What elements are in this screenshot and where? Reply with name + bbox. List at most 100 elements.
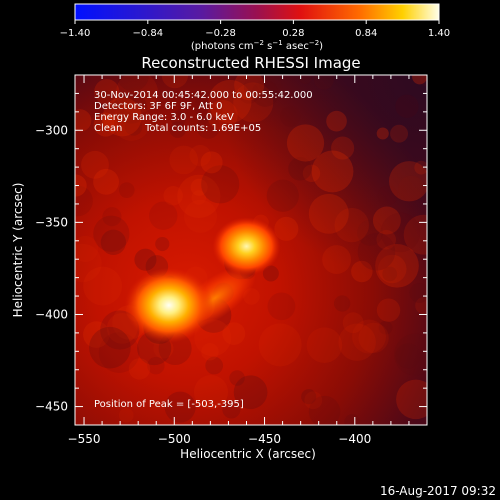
texture-blob xyxy=(75,235,99,263)
texture-blob xyxy=(169,145,199,175)
texture-blob xyxy=(331,136,355,160)
x-tick-label: −500 xyxy=(158,432,191,446)
sources xyxy=(124,217,281,343)
texture-blob xyxy=(201,165,240,204)
texture-blob xyxy=(83,321,110,348)
annotation-method: Clean xyxy=(94,123,122,134)
texture-blob xyxy=(93,215,130,252)
texture-blob xyxy=(415,297,427,315)
footer-date: 16-Aug-2017 09:32 xyxy=(380,484,496,498)
texture-blob xyxy=(266,179,299,212)
y-tick-label: −400 xyxy=(35,307,68,321)
colorbar-tick-label: −0.28 xyxy=(205,28,236,39)
texture-blob xyxy=(190,178,208,196)
texture-blob xyxy=(243,75,269,100)
texture-blob xyxy=(380,212,421,253)
texture-blob xyxy=(376,229,396,250)
texture-blob xyxy=(193,375,229,410)
texture-blob xyxy=(382,266,398,282)
texture-blob xyxy=(118,182,135,198)
texture-blob xyxy=(306,327,343,363)
texture-blob xyxy=(207,99,238,131)
image-texture xyxy=(75,75,427,425)
texture-blob xyxy=(102,97,142,137)
texture-blob xyxy=(358,322,389,353)
colorbar-ticks: −1.40 −0.84 −0.28 0.28 0.84 1.40 xyxy=(60,20,450,39)
texture-blob xyxy=(375,243,419,288)
texture-blob xyxy=(342,312,364,334)
emission-source xyxy=(212,217,281,276)
y-tick-label: −450 xyxy=(35,400,68,414)
annotation-time: 30-Nov-2014 00:45:42.000 to 00:55:42.000 xyxy=(94,90,313,101)
texture-blob xyxy=(116,92,148,124)
texture-blob xyxy=(234,75,265,101)
texture-blob xyxy=(75,243,102,283)
texture-blob xyxy=(222,400,241,419)
texture-blob xyxy=(396,379,427,420)
texture-blob xyxy=(338,323,376,361)
texture-blob xyxy=(149,201,178,230)
texture-blob xyxy=(377,185,398,206)
texture-blob xyxy=(177,94,212,129)
texture-blob xyxy=(116,75,159,114)
texture-blob xyxy=(75,174,87,197)
texture-blob xyxy=(258,323,302,367)
colorbar-tick-label: −1.40 xyxy=(60,28,91,39)
texture-blob xyxy=(112,102,151,141)
texture-blob xyxy=(116,75,149,92)
texture-blob xyxy=(205,356,224,375)
texture-blob xyxy=(75,109,92,132)
texture-blob xyxy=(98,332,140,373)
texture-blob xyxy=(124,118,143,136)
texture-blob xyxy=(304,391,323,410)
texture-blob xyxy=(302,164,321,183)
y-tick-label: −350 xyxy=(35,215,68,229)
colorbar xyxy=(75,4,439,20)
texture-blob xyxy=(398,175,425,202)
texture-blob xyxy=(201,343,219,361)
texture-blob xyxy=(372,206,401,235)
texture-blob xyxy=(420,75,427,87)
texture-blob xyxy=(128,358,151,380)
texture-blob xyxy=(322,245,352,274)
texture-blob xyxy=(412,75,427,85)
texture-blob xyxy=(274,216,299,241)
texture-blob xyxy=(334,207,369,243)
colorbar-unit-label: (photons cm−2 s−1 asec−2) xyxy=(191,39,323,52)
axis-ticks: −550 −500 −450 −400 −450 −400 −350 −300 xyxy=(35,74,428,446)
texture-blob xyxy=(333,295,351,312)
texture-blob xyxy=(177,174,221,219)
texture-blob xyxy=(299,75,312,84)
texture-blob xyxy=(395,343,421,369)
texture-blob xyxy=(163,186,183,206)
texture-blob xyxy=(81,150,109,179)
texture-blob xyxy=(153,338,174,359)
texture-blob xyxy=(101,115,115,129)
texture-blob xyxy=(326,110,347,132)
annotation-detectors: Detectors: 3F 6F 9F, Att 0 xyxy=(94,101,222,112)
texture-blob xyxy=(200,151,223,174)
texture-blob xyxy=(394,333,427,376)
texture-blob xyxy=(286,124,325,162)
texture-blob xyxy=(102,207,122,227)
texture-blob xyxy=(229,370,245,386)
texture-blob xyxy=(403,214,427,255)
texture-blob xyxy=(161,75,189,89)
texture-blob xyxy=(233,82,274,123)
y-axis-label: Heliocentric Y (arcsec) xyxy=(11,183,25,318)
x-tick-label: −400 xyxy=(338,432,371,446)
texture-blob xyxy=(95,89,114,108)
texture-blob xyxy=(191,190,207,205)
texture-blob xyxy=(93,112,118,137)
texture-blob xyxy=(118,408,134,423)
colorbar-tick-label: 1.40 xyxy=(428,28,450,39)
texture-blob xyxy=(288,157,312,181)
texture-blob xyxy=(378,320,393,335)
texture-blob xyxy=(155,236,170,252)
x-axis-label: Heliocentric X (arcsec) xyxy=(180,447,316,461)
chart-title: Reconstructed RHESSI Image xyxy=(141,54,360,72)
texture-blob xyxy=(164,391,196,423)
colorbar-tick-label: −0.84 xyxy=(132,28,163,39)
texture-blob xyxy=(222,322,246,346)
